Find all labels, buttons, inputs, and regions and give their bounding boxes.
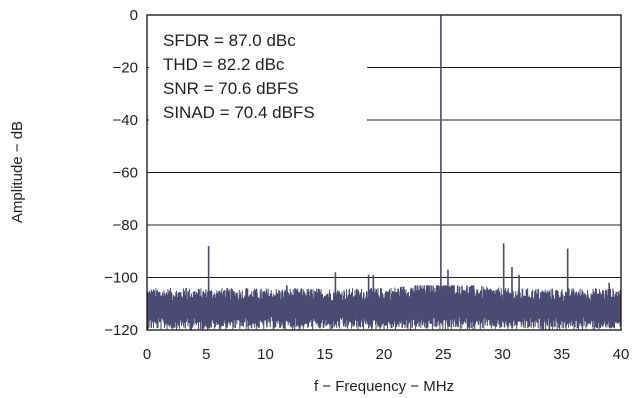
y-tick-label: −80: [113, 217, 138, 234]
y-axis-label: Amplitude − dB: [9, 121, 26, 223]
annotation-thd: THD = 82.2 dBc: [163, 55, 285, 74]
x-tick-label: 25: [435, 346, 452, 363]
x-tick-label: 15: [316, 346, 333, 363]
x-tick-label: 35: [553, 346, 570, 363]
y-tick-label: −120: [104, 322, 138, 339]
y-tick-label: −40: [113, 112, 138, 129]
x-tick-labels: 0 5 10 15 20 25 30 35 40: [143, 346, 630, 363]
annotation-sinad: SINAD = 70.4 dBFS: [163, 103, 315, 122]
x-tick-label: 5: [202, 346, 210, 363]
y-tick-label: −60: [113, 165, 138, 182]
x-tick-label: 10: [257, 346, 274, 363]
x-tick-label: 0: [143, 346, 151, 363]
y-tick-label: −100: [104, 270, 138, 287]
annotation-sfdr: SFDR = 87.0 dBc: [163, 31, 296, 50]
x-tick-label: 40: [613, 346, 630, 363]
plot-frame: [146, 14, 622, 331]
y-tick-label: −20: [113, 60, 138, 77]
spectrum-series: [146, 15, 622, 330]
x-tick-label: 30: [494, 346, 511, 363]
x-tick-label: 20: [376, 346, 393, 363]
noise-floor: [146, 285, 622, 330]
x-axis-label: f − Frequency − MHz: [314, 378, 454, 395]
annotation-box: [149, 17, 367, 123]
annotation-snr: SNR = 70.6 dBFS: [163, 79, 299, 98]
y-tick-label: 0: [130, 7, 138, 24]
y-tick-labels: 0 −20 −40 −60 −80 −100 −120: [104, 7, 138, 339]
